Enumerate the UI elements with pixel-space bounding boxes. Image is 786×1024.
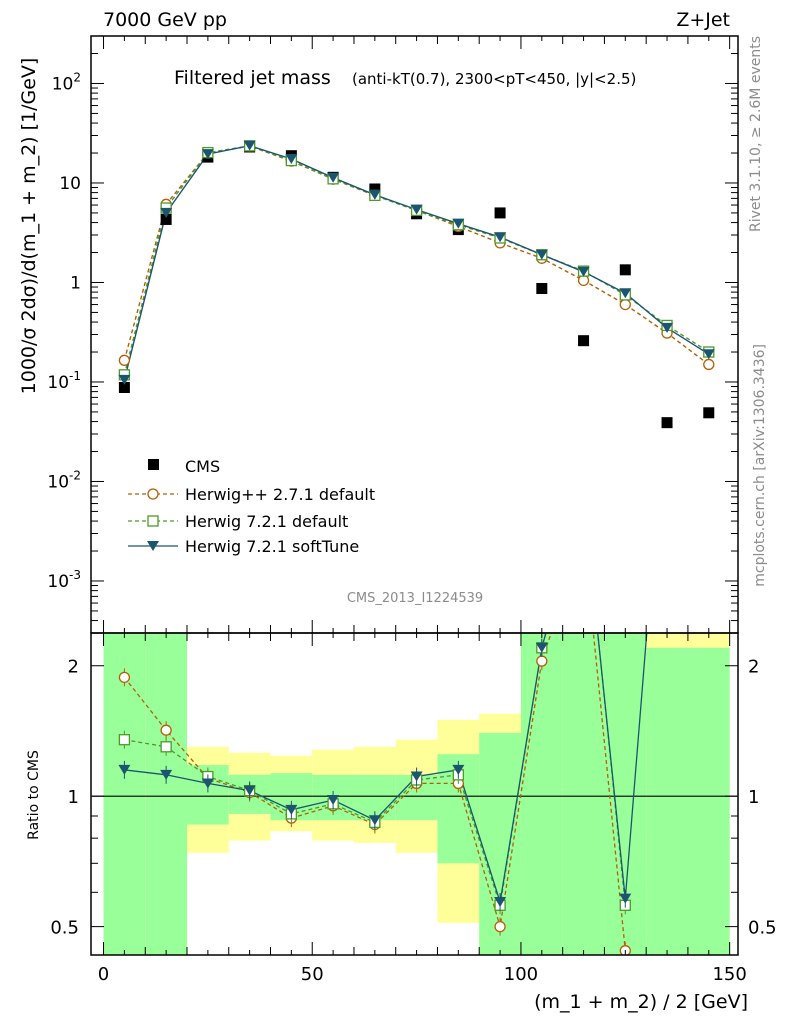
ratio-point-herwig7-softtune [118, 764, 131, 775]
herwigpp-point [703, 358, 715, 371]
herwig7-softtune-point [368, 189, 381, 200]
process-label: Z+Jet [676, 9, 730, 31]
main-plot-area [91, 36, 738, 633]
legend-label-herwig7-default: Herwig 7.2.1 default [185, 512, 348, 531]
legend-marker-herwigpp [147, 488, 159, 500]
main-y-tick-label: 10-1 [47, 369, 81, 393]
analysis-watermark: CMS_2013_I1224539 [347, 591, 483, 606]
ratio-y-tick-label-right: 0.5 [748, 918, 777, 939]
herwig7-softtune-point [661, 322, 674, 333]
herwigpp-point [577, 274, 590, 287]
x-tick-label: 50 [301, 964, 324, 985]
ratio-point-herwig7-softtune [619, 893, 632, 904]
main-y-tick-label: 1 [70, 273, 81, 293]
herwigpp-point [619, 298, 631, 311]
ratio-point-herwig7-softtune [201, 778, 214, 789]
herwig7-softtune-point [243, 140, 256, 151]
legend-label-cms: CMS [185, 457, 220, 476]
ratio-grid: 0.5 0.5 1 1 2 2 0 50 100 150 [50, 633, 777, 985]
main-grid: 10-3 10-2 10-1 1 10 102 [47, 35, 738, 634]
x-tick-label: 150 [712, 964, 746, 985]
chart-subtitle: (anti-kT(0.7), 2300<pT<450, |y|<2.5) [352, 70, 636, 88]
x-axis-label: (m_1 + m_2) / 2 [GeV] [534, 991, 748, 1013]
ratio-point-herwig7-softtune [535, 642, 548, 653]
ratio-plot-frame [90, 632, 739, 956]
mcplots-label: mcplots.cern.ch [arXiv:1306.3436] [752, 344, 768, 587]
y-axis-label: 1000/σ 2dσ)/d(m_1 + m_2) [1/GeV] [18, 58, 40, 395]
ratio-green-band [103, 634, 146, 955]
ratio-point-herwigpp [536, 655, 548, 667]
legend-marker-cms [148, 459, 159, 470]
ratio-y-tick-label-left: 0.5 [50, 918, 79, 939]
herwig7-softtune-point [285, 154, 298, 165]
cms-data-point [369, 183, 381, 195]
herwig7-softtune-point [702, 349, 715, 360]
main-y-tick-label: 10-3 [47, 568, 81, 592]
cms-data-point [160, 213, 172, 225]
ratio-point-herwig7-softtune [494, 896, 507, 907]
cms-data-point [661, 417, 673, 429]
legend-marker-herwig7-default [147, 515, 159, 527]
herwigpp-point [118, 354, 131, 366]
ratio-point-herwig7-softtune [327, 794, 340, 805]
ratio-point-herwig7-softtune [243, 785, 256, 796]
legend: CMS Herwig++ 2.7.1 default Herwig 7.2.1 … [128, 457, 375, 556]
herwig7-softtune-point [160, 207, 173, 218]
ratio-point-herwig7-default [160, 741, 172, 753]
ratio-point-herwigpp [118, 671, 131, 684]
cms-data-point [703, 407, 715, 419]
x-tick-label: 100 [504, 964, 538, 985]
herwig7-softtune-point [118, 374, 131, 385]
ratio-point-herwig7-softtune [368, 815, 381, 826]
legend-marker-herwig7-softtune [147, 541, 159, 551]
ratio-point-herwig7-softtune [452, 764, 465, 775]
herwig7-softtune-point [327, 172, 340, 183]
ratio-green-band [520, 634, 563, 955]
ratio-point-herwig7-default [118, 734, 131, 746]
cms-data-point [118, 381, 130, 393]
ratio-point-herwig7-softtune [410, 771, 423, 782]
ratio-point-herwig7-softtune [285, 804, 298, 815]
main-series-layer [118, 140, 715, 429]
herwig7-softtune-point [201, 149, 214, 160]
main-y-tick-label: 102 [52, 70, 81, 94]
rivet-version-label: Rivet 3.1.10, ≥ 2.6M events [748, 36, 764, 232]
cms-data-point [494, 207, 506, 219]
ratio-uncertainty-bands [103, 634, 730, 955]
ratio-green-band [562, 634, 605, 955]
ratio-y-tick-label-left: 2 [68, 657, 79, 678]
herwig7-softtune-point [535, 249, 548, 260]
cms-data-point [578, 335, 590, 347]
legend-label-herwigpp: Herwig++ 2.7.1 default [185, 485, 375, 504]
herwig7-softtune-point [410, 204, 423, 215]
ratio-green-band [145, 634, 188, 955]
ratio-y-tick-label-right: 2 [748, 657, 759, 678]
cms-data-point [536, 282, 548, 294]
cms-data-point [619, 264, 631, 276]
ratio-point-herwigpp [494, 920, 506, 933]
herwig7-softtune-point [452, 218, 465, 229]
ratio-point-herwigpp [160, 724, 172, 736]
ratio-series-layer [92, 634, 737, 955]
ratio-y-tick-label-right: 1 [748, 787, 759, 808]
energy-label: 7000 GeV pp [103, 9, 227, 31]
herwig7-softtune-point [619, 288, 632, 299]
legend-label-herwig7-softtune: Herwig 7.2.1 softTune [185, 537, 359, 556]
main-y-tick-label: 10 [59, 174, 81, 194]
x-tick-label: 0 [98, 964, 109, 985]
main-y-tick-label: 10-2 [47, 468, 81, 492]
ratio-y-tick-label-left: 1 [68, 787, 79, 808]
chart-title: Filtered jet mass [174, 67, 331, 89]
ratio-point-herwig7-softtune [160, 769, 173, 780]
herwig7-softtune-point [577, 266, 590, 277]
ratio-green-band [646, 647, 730, 955]
herwig7-softtune-point [494, 232, 507, 243]
ratio-y-axis-label: Ratio to CMS [26, 750, 42, 840]
